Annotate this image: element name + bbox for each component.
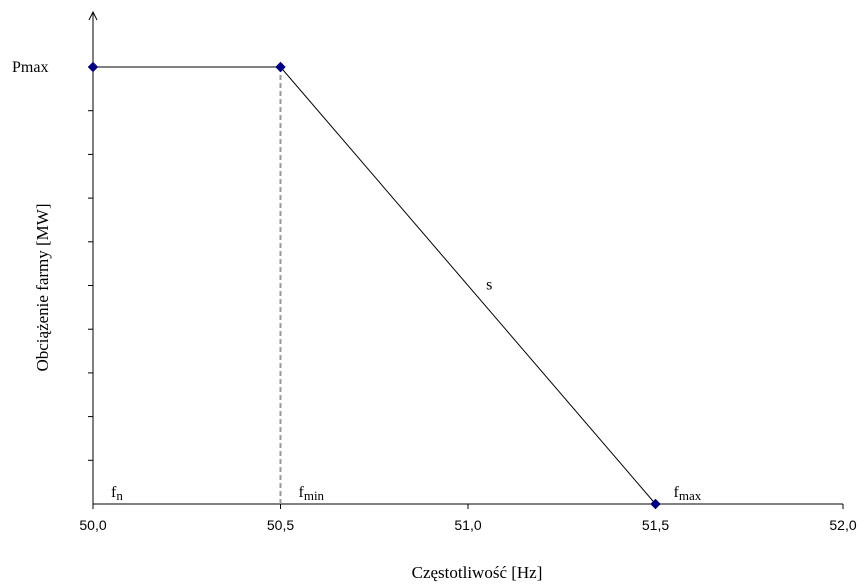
y-axis-label: Obciążenie farmy [MW] xyxy=(33,203,52,371)
point-label-fmin: fmin xyxy=(299,484,325,503)
x-tick-label: 50,0 xyxy=(79,517,106,533)
x-tick-label: 51,0 xyxy=(454,517,481,533)
point-label-fmax: fmax xyxy=(674,484,702,503)
line-annotation-s: s xyxy=(486,277,492,294)
data-point-marker xyxy=(275,61,286,73)
point-label-fn: fn xyxy=(111,484,123,503)
series-line xyxy=(93,66,656,505)
x-tick-label: 52,0 xyxy=(829,517,856,533)
point-labels: fn fmin fmax xyxy=(111,484,702,503)
data-point-marker xyxy=(87,61,99,73)
x-tick-label: 50,5 xyxy=(267,517,294,533)
x-axis-label: Częstotliwość [Hz] xyxy=(412,563,543,582)
series xyxy=(87,61,661,510)
data-point-marker xyxy=(650,498,661,510)
x-ticks: 50,0 50,5 51,0 51,5 52,0 xyxy=(79,504,857,533)
labels: Pmax Częstotliwość [Hz] Obciążenie farmy… xyxy=(12,59,542,582)
axes xyxy=(88,10,843,505)
x-tick-label: 51,5 xyxy=(642,517,669,533)
y-max-label: Pmax xyxy=(12,59,48,76)
y-axis-arrow-icon xyxy=(88,10,98,21)
y-ticks xyxy=(88,66,93,461)
